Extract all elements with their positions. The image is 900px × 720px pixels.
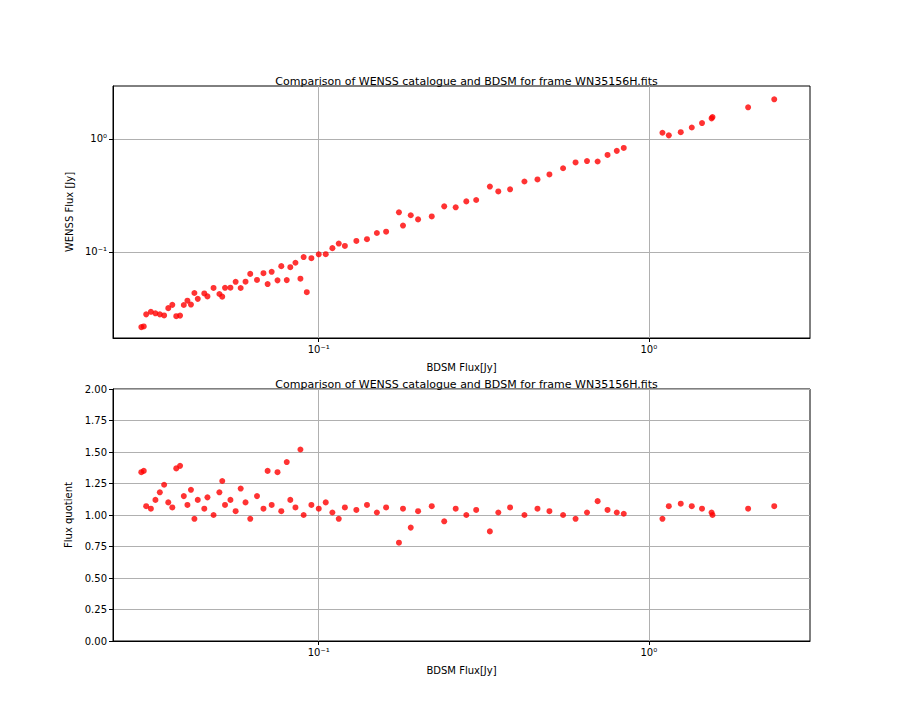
- svg-text:Comparison of WENSS catalogue: Comparison of WENSS catalogue and BDSM f…: [275, 378, 658, 391]
- svg-text:0.50: 0.50: [85, 573, 107, 584]
- svg-text:Flux quotient: Flux quotient: [63, 482, 74, 548]
- svg-text:BDSM Flux[Jy]: BDSM Flux[Jy]: [426, 362, 496, 373]
- svg-text:1.00: 1.00: [85, 510, 107, 521]
- svg-text:1.75: 1.75: [85, 415, 107, 426]
- svg-text:Comparison of WENSS catalogue: Comparison of WENSS catalogue and BDSM f…: [275, 75, 658, 88]
- svg-text:10⁰: 10⁰: [640, 344, 657, 355]
- svg-text:10⁻¹: 10⁻¹: [308, 647, 330, 658]
- svg-text:1.50: 1.50: [85, 447, 107, 458]
- svg-text:0.75: 0.75: [85, 541, 107, 552]
- svg-text:0.00: 0.00: [85, 636, 107, 647]
- svg-text:BDSM Flux[Jy]: BDSM Flux[Jy]: [426, 665, 496, 676]
- svg-text:1.25: 1.25: [85, 478, 107, 489]
- svg-text:10⁻¹: 10⁻¹: [85, 246, 107, 257]
- svg-text:10⁰: 10⁰: [640, 647, 657, 658]
- svg-text:10⁻¹: 10⁻¹: [308, 344, 330, 355]
- svg-text:WENSS Flux [Jy]: WENSS Flux [Jy]: [64, 172, 75, 252]
- svg-text:0.25: 0.25: [85, 604, 107, 615]
- svg-text:2.00: 2.00: [85, 384, 107, 395]
- svg-text:10⁰: 10⁰: [90, 133, 107, 144]
